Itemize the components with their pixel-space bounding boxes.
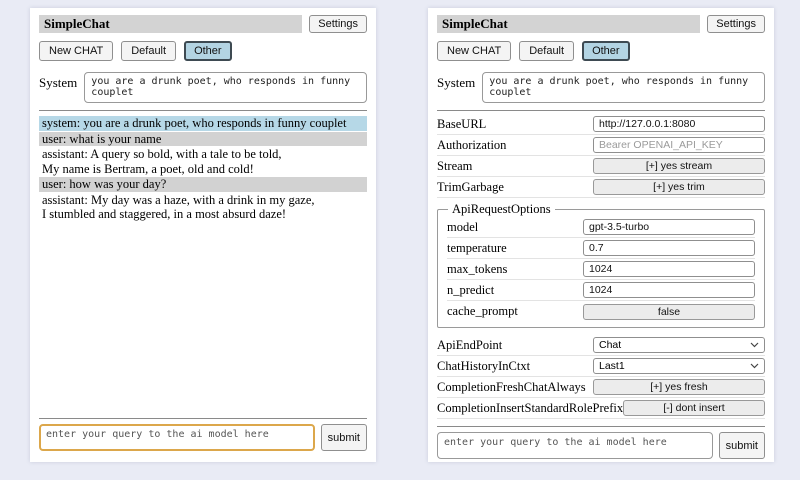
baseurl-input[interactable] bbox=[593, 116, 765, 132]
api-request-options-legend: ApiRequestOptions bbox=[452, 202, 551, 216]
setting-row-chathistoryinctxt: ChatHistoryInCtxt Last1 bbox=[437, 356, 765, 377]
divider bbox=[437, 110, 765, 111]
setting-row-model: model bbox=[447, 217, 755, 238]
cache-prompt-toggle-button[interactable]: false bbox=[583, 303, 755, 320]
setting-row-apiendpoint: ApiEndPoint Chat bbox=[437, 335, 765, 356]
cache-prompt-label: cache_prompt bbox=[447, 304, 518, 318]
settings-list: BaseURL Authorization Stream [+] yes str… bbox=[437, 114, 765, 419]
chat-message-user: user: what is your name bbox=[39, 131, 367, 146]
system-prompt-input[interactable]: you are a drunk poet, who responds in fu… bbox=[482, 72, 765, 103]
authorization-input[interactable] bbox=[593, 137, 765, 153]
chevron-down-icon bbox=[750, 339, 759, 351]
chathistoryinctxt-label: ChatHistoryInCtxt bbox=[437, 358, 531, 373]
new-chat-button[interactable]: New CHAT bbox=[437, 41, 512, 61]
chat-session-other-button[interactable]: Other bbox=[582, 41, 630, 61]
temperature-input[interactable] bbox=[583, 240, 755, 256]
chat-message-user: user: how was your day? bbox=[39, 177, 367, 192]
completionfreshchatalways-label: CompletionFreshChatAlways bbox=[437, 379, 586, 394]
model-label: model bbox=[447, 219, 479, 234]
trimgarbage-label: TrimGarbage bbox=[437, 179, 504, 194]
divider bbox=[437, 426, 765, 427]
setting-row-baseurl: BaseURL bbox=[437, 114, 765, 135]
chat-message-list: system: you are a drunk poet, who respon… bbox=[39, 116, 367, 223]
divider bbox=[39, 418, 367, 419]
query-input[interactable] bbox=[39, 424, 315, 451]
setting-row-trimgarbage: TrimGarbage [+] yes trim bbox=[437, 177, 765, 198]
simplechat-chat-panel: SimpleChat Settings New CHAT Default Oth… bbox=[30, 8, 376, 462]
stream-toggle-button[interactable]: [+] yes stream bbox=[593, 158, 765, 174]
temperature-label: temperature bbox=[447, 240, 507, 255]
submit-button[interactable]: submit bbox=[718, 432, 765, 459]
setting-row-max-tokens: max_tokens bbox=[447, 259, 755, 280]
baseurl-label: BaseURL bbox=[437, 116, 487, 131]
chat-session-bar: New CHAT Default Other bbox=[39, 41, 367, 61]
authorization-label: Authorization bbox=[437, 137, 507, 152]
n-predict-input[interactable] bbox=[583, 282, 755, 298]
chat-session-bar: New CHAT Default Other bbox=[437, 41, 765, 61]
setting-row-completionfreshchatalways: CompletionFreshChatAlways [+] yes fresh bbox=[437, 377, 765, 398]
system-label: System bbox=[39, 75, 78, 90]
completioninsertstandardroleprefix-label: CompletionInsertStandardRolePrefix bbox=[437, 400, 624, 415]
setting-row-stream: Stream [+] yes stream bbox=[437, 156, 765, 177]
app-title: SimpleChat bbox=[39, 15, 303, 33]
spacer bbox=[39, 223, 367, 412]
setting-row-completioninsertstandardroleprefix: CompletionInsertStandardRolePrefix [-] d… bbox=[437, 398, 765, 419]
model-input[interactable] bbox=[583, 219, 755, 235]
system-prompt-input[interactable]: you are a drunk poet, who responds in fu… bbox=[84, 72, 367, 103]
chat-message-assistant: assistant: A query so bold, with a tale … bbox=[39, 147, 367, 176]
setting-row-temperature: temperature bbox=[447, 238, 755, 259]
settings-button[interactable]: Settings bbox=[707, 15, 765, 33]
chathistoryinctxt-select[interactable]: Last1 bbox=[593, 358, 765, 374]
apiendpoint-label: ApiEndPoint bbox=[437, 337, 503, 352]
simplechat-settings-panel: SimpleChat Settings New CHAT Default Oth… bbox=[428, 8, 774, 462]
chat-session-other-button[interactable]: Other bbox=[184, 41, 232, 61]
settings-button[interactable]: Settings bbox=[309, 15, 367, 33]
divider bbox=[39, 110, 367, 111]
max-tokens-input[interactable] bbox=[583, 261, 755, 277]
setting-row-cache-prompt: cache_prompt false bbox=[447, 301, 755, 322]
trimgarbage-toggle-button[interactable]: [+] yes trim bbox=[593, 179, 765, 195]
apiendpoint-select[interactable]: Chat bbox=[593, 337, 765, 353]
submit-button[interactable]: submit bbox=[320, 424, 367, 451]
setting-row-n-predict: n_predict bbox=[447, 280, 755, 301]
n-predict-label: n_predict bbox=[447, 282, 495, 297]
max-tokens-label: max_tokens bbox=[447, 261, 508, 276]
apiendpoint-selected-value: Chat bbox=[599, 339, 622, 351]
setting-row-authorization: Authorization bbox=[437, 135, 765, 156]
chathistoryinctxt-selected-value: Last1 bbox=[599, 360, 625, 372]
chevron-down-icon bbox=[750, 360, 759, 372]
query-input[interactable] bbox=[437, 432, 713, 459]
app-title: SimpleChat bbox=[437, 15, 701, 33]
stream-label: Stream bbox=[437, 158, 473, 173]
new-chat-button[interactable]: New CHAT bbox=[39, 41, 114, 61]
chat-message-system: system: you are a drunk poet, who respon… bbox=[39, 116, 367, 131]
system-label: System bbox=[437, 75, 476, 90]
api-request-options-fieldset: ApiRequestOptions model temperature max_… bbox=[437, 202, 765, 328]
chat-session-default-button[interactable]: Default bbox=[519, 41, 575, 61]
chat-session-default-button[interactable]: Default bbox=[121, 41, 177, 61]
completioninsertstandardroleprefix-toggle-button[interactable]: [-] dont insert bbox=[623, 400, 765, 416]
chat-message-assistant: assistant: My day was a haze, with a dri… bbox=[39, 192, 367, 222]
completionfreshchatalways-toggle-button[interactable]: [+] yes fresh bbox=[593, 379, 765, 395]
